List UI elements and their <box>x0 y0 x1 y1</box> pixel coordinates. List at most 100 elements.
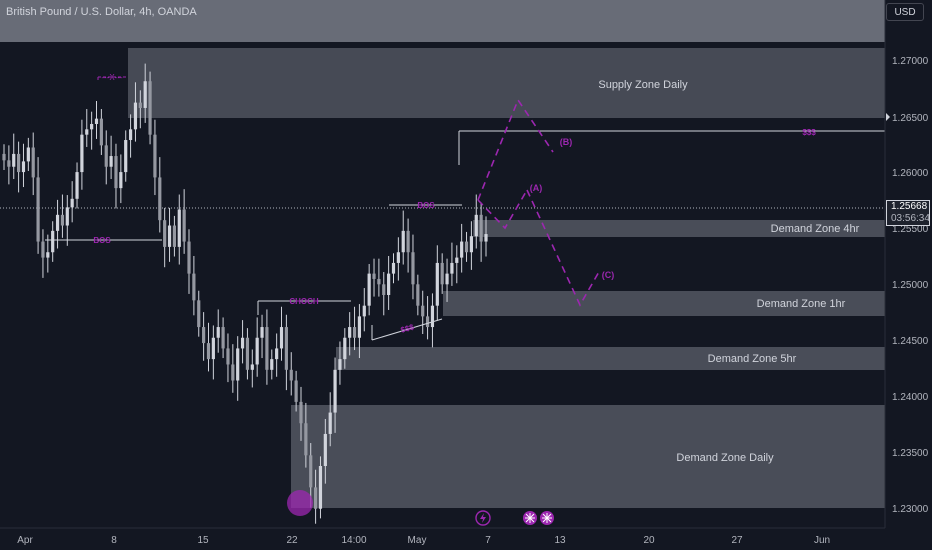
liquidity-label-low: $$$ <box>400 322 416 334</box>
demand-zone-daily[interactable] <box>291 405 885 508</box>
trend-line-low <box>371 318 443 341</box>
candle-body <box>60 214 65 226</box>
time-tick-label: 20 <box>643 535 655 546</box>
time-tick-label: Apr <box>17 535 33 546</box>
price-tick-label: 1.23000 <box>892 504 929 515</box>
candle-body <box>255 337 259 365</box>
demand-zone-5hr-label: Demand Zone 5hr <box>708 353 797 365</box>
candle-body <box>70 198 74 208</box>
price-axis[interactable]: 1.27000 1.26500 1.26000 1.25500 1.25000 1.245… <box>892 56 929 515</box>
time-tick-label: 22 <box>286 535 298 546</box>
candle-body <box>425 316 430 328</box>
candle-body <box>352 327 357 338</box>
candle-body <box>391 262 396 274</box>
candle-body <box>182 209 186 242</box>
candle-body <box>294 380 298 402</box>
chart-title: British Pound / U.S. Dollar, 4h, OANDA <box>6 6 197 18</box>
candle-body <box>202 327 206 344</box>
candle-body <box>109 156 113 167</box>
liquidity-label-top: $$$ <box>802 128 816 137</box>
bar-countdown: 03:56:34 <box>891 213 930 224</box>
candle-body <box>289 369 293 381</box>
supply-zone-daily-label: Supply Zone Daily <box>598 79 688 91</box>
price-tick-label: 1.27000 <box>892 56 929 67</box>
candle-body <box>94 118 99 124</box>
price-tick-label: 1.24000 <box>892 392 929 403</box>
demand-zone-1hr-label: Demand Zone 1hr <box>757 298 846 310</box>
candle-body <box>338 359 342 370</box>
wave-b-label: (B) <box>560 137 573 147</box>
candle-body <box>85 129 89 135</box>
candle-body <box>153 134 157 178</box>
candle-body <box>250 364 254 370</box>
candle-body <box>445 273 449 285</box>
candle-body <box>382 284 386 295</box>
candle-body <box>226 348 230 365</box>
candle-body <box>367 273 371 306</box>
candle-body <box>396 252 400 263</box>
bos-label-1: BOS <box>93 236 111 245</box>
time-tick-label: 7 <box>485 535 491 546</box>
price-tick-label: 1.24500 <box>892 336 929 347</box>
liquidity-axis-arrow <box>886 113 890 121</box>
candle-body <box>270 359 274 370</box>
candle-body <box>236 348 240 381</box>
candle-body <box>65 207 69 226</box>
x-marker <box>97 76 126 82</box>
candle-body <box>240 337 245 349</box>
candle-body <box>309 455 313 488</box>
demand-zone-daily-label: Demand Zone Daily <box>676 452 774 464</box>
candle-body <box>460 241 464 258</box>
supply-zone-daily[interactable] <box>128 48 885 118</box>
swing-low-marker <box>287 490 313 516</box>
demand-zone-4hr[interactable] <box>473 220 885 237</box>
candle-body <box>323 433 327 467</box>
candle-body <box>430 305 435 328</box>
choch-label: CHOCH <box>289 297 319 306</box>
candles-layer <box>2 63 488 524</box>
candle-body <box>435 262 439 306</box>
candle-body <box>279 327 284 349</box>
candle-body <box>26 147 30 162</box>
candle-body <box>138 102 142 108</box>
candle-body <box>260 327 264 338</box>
candle-body <box>99 118 103 146</box>
candle-body <box>7 160 11 167</box>
candle-body <box>177 209 181 247</box>
demand-zone-1hr[interactable] <box>443 291 885 316</box>
candle-body <box>55 214 60 231</box>
candle-body <box>401 230 405 253</box>
x-marker-label: ---X--- <box>101 73 123 82</box>
event-icons[interactable] <box>475 510 554 526</box>
candle-body <box>143 81 147 108</box>
price-tick-label: 1.25000 <box>892 280 929 291</box>
candle-body <box>80 134 84 173</box>
candle-body <box>416 284 420 306</box>
candle-body <box>421 305 425 317</box>
bos-label-2: BOS <box>417 201 435 210</box>
candle-body <box>440 262 444 285</box>
candle-body <box>377 278 381 285</box>
time-tick-label: 14:00 <box>341 535 366 546</box>
demand-zone-5hr[interactable] <box>336 347 885 370</box>
candle-body <box>206 343 211 360</box>
candle-body <box>167 225 172 247</box>
candle-body <box>187 241 191 274</box>
candle-body <box>46 252 50 258</box>
candle-body <box>172 225 177 247</box>
candle-body <box>211 337 215 360</box>
candle-body <box>484 234 488 242</box>
candle-body <box>450 262 454 274</box>
candle-body <box>333 369 337 413</box>
candle-body <box>362 305 366 317</box>
time-tick-label: Jun <box>814 535 830 546</box>
structure-lines <box>45 130 885 341</box>
candle-body <box>90 123 94 130</box>
currency-button[interactable]: USD <box>886 3 924 21</box>
time-axis[interactable]: Apr 8 15 22 14:00 May 7 13 20 27 Jun <box>17 535 830 546</box>
candle-body <box>163 220 167 247</box>
candle-body <box>387 273 391 295</box>
candle-body <box>192 273 196 301</box>
current-price-value: 1.25668 <box>891 201 928 212</box>
